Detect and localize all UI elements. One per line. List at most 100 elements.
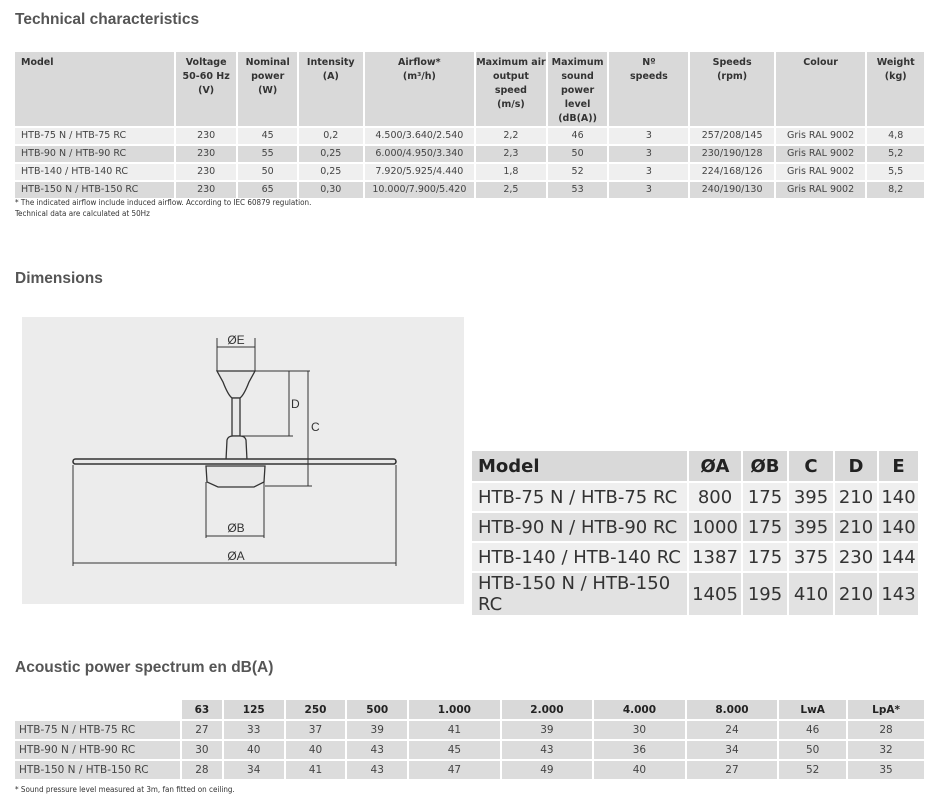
column-header: 63 [182,700,222,719]
model-cell: HTB-90 N / HTB-90 RC [15,146,174,162]
value-cell: 240/190/130 [690,182,774,198]
value-cell: 1405 [689,573,741,615]
value-cell: 1387 [689,543,741,571]
value-cell: 1,8 [476,164,546,180]
value-cell: Gris RAL 9002 [775,146,866,162]
column-header: Airflow* (m³/h) [364,52,475,126]
value-cell: 34 [686,741,778,759]
column-header: Colour [775,52,866,126]
value-cell: 4,8 [867,128,924,144]
value-cell: 27 [182,721,222,739]
value-cell: 10.000/7.900/5.420 [364,182,475,198]
column-header: 250 [285,700,346,719]
value-cell: 32 [848,741,924,759]
value-cell: 40 [285,741,346,759]
table-row: HTB-90 N / HTB-90 RC 1000 175 395 210 140 [472,513,918,541]
value-cell: 144 [879,543,918,571]
model-cell: HTB-150 N / HTB-150 RC [15,182,174,198]
value-cell: 41 [285,761,346,779]
acoustic-title: Acoustic power spectrum en dB(A) [15,659,274,676]
value-cell: 3 [609,164,689,180]
technical-table: Model Voltage 50-60 Hz (V) Nominal power (… [13,50,926,200]
model-cell: HTB-75 N / HTB-75 RC [15,128,174,144]
value-cell: 210 [835,573,877,615]
value-cell: Gris RAL 9002 [775,182,866,198]
value-cell: 50 [238,164,297,180]
value-cell: 46 [779,721,847,739]
value-cell: 36 [594,741,685,759]
column-header: Nominal power (W) [238,52,297,126]
column-header: Speeds (rpm) [690,52,774,126]
model-cell: HTB-90 N / HTB-90 RC [472,513,687,541]
column-header: Model [15,52,174,126]
value-cell: 43 [347,761,408,779]
value-cell: 800 [689,483,741,511]
value-cell: 39 [347,721,408,739]
value-cell: 375 [789,543,833,571]
model-cell: HTB-150 N / HTB-150 RC [15,761,180,779]
column-header: 8.000 [686,700,778,719]
dim-label-a: ØA [227,549,244,563]
value-cell: 7.920/5.925/4.440 [364,164,475,180]
value-cell: 27 [686,761,778,779]
value-cell: 40 [223,741,284,759]
value-cell: 195 [743,573,787,615]
model-cell: HTB-150 N / HTB-150 RC [472,573,687,615]
value-cell: 46 [547,128,608,144]
value-cell: 52 [547,164,608,180]
value-cell: 175 [743,513,787,541]
value-cell: 8,2 [867,182,924,198]
value-cell: 45 [238,128,297,144]
value-cell: 230 [175,128,237,144]
value-cell: 43 [347,741,408,759]
table-row: HTB-90 N / HTB-90 RC 30 40 40 43 45 43 36 34 50 32 [15,741,924,759]
table-row: HTB-90 N / HTB-90 RC 230 55 0,25 6.000/4.950… [15,146,924,162]
column-header [15,700,180,719]
model-cell: HTB-75 N / HTB-75 RC [15,721,180,739]
value-cell: 6.000/4.950/3.340 [364,146,475,162]
value-cell: 55 [238,146,297,162]
value-cell: 1000 [689,513,741,541]
value-cell: 65 [238,182,297,198]
table-row: HTB-75 N / HTB-75 RC 800 175 395 210 140 [472,483,918,511]
column-header: ØA [689,451,741,481]
value-cell: 230 [175,182,237,198]
model-cell: HTB-90 N / HTB-90 RC [15,741,180,759]
value-cell: 50 [779,741,847,759]
value-cell: 175 [743,543,787,571]
table-row: HTB-75 N / HTB-75 RC 27 33 37 39 41 39 30 24 46 28 [15,721,924,739]
value-cell: 34 [223,761,284,779]
dim-label-b: ØB [227,521,244,535]
value-cell: 3 [609,182,689,198]
value-cell: 140 [879,513,918,541]
column-header: Weight (kg) [867,52,924,126]
value-cell: 230/190/128 [690,146,774,162]
value-cell: 2,5 [476,182,546,198]
value-cell: 50 [547,146,608,162]
value-cell: 2,2 [476,128,546,144]
column-header: E [879,451,918,481]
dimensions-title: Dimensions [15,270,103,287]
model-cell: HTB-140 / HTB-140 RC [472,543,687,571]
value-cell: 410 [789,573,833,615]
value-cell: 41 [409,721,500,739]
column-header: Model [472,451,687,481]
acoustic-table: 63 125 250 500 1.000 2.000 4.000 8.000 LwA LpA* H… [13,698,926,781]
column-header: LwA [779,700,847,719]
dimensions-table: Model ØA ØB C D E HTB-75 N / HTB-75 RC 800 175 3… [470,449,920,617]
value-cell: 5,5 [867,164,924,180]
airflow-note: * The indicated airflow include induced … [15,198,312,207]
frequency-note: Technical data are calculated at 50Hz [15,209,150,218]
table-row: HTB-150 N / HTB-150 RC 1405 195 410 210 143 [472,573,918,615]
value-cell: 33 [223,721,284,739]
value-cell: 257/208/145 [690,128,774,144]
column-header: 1.000 [409,700,500,719]
value-cell: 45 [409,741,500,759]
value-cell: 210 [835,513,877,541]
motor-top [225,435,248,461]
model-cell: HTB-75 N / HTB-75 RC [472,483,687,511]
dim-label-e: ØE [227,333,244,347]
column-header: Voltage 50-60 Hz (V) [175,52,237,126]
acoustic-note: * Sound pressure level measured at 3m, f… [15,785,235,794]
canopy [215,370,257,399]
